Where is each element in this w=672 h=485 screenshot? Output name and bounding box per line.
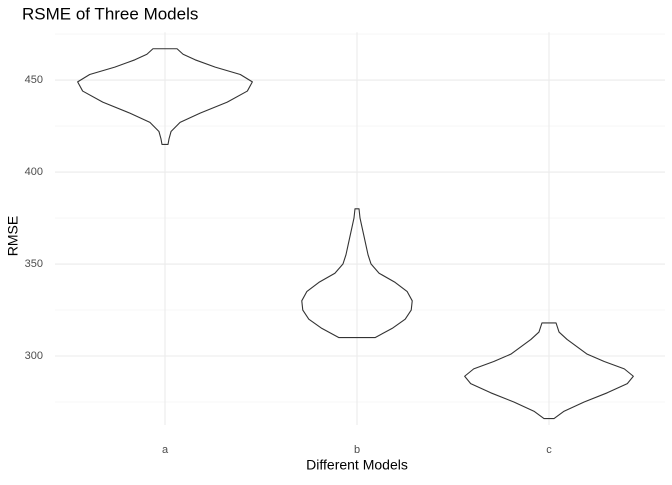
x-tick-label: c <box>546 444 552 456</box>
violin <box>464 322 634 420</box>
y-tick-label: 450 <box>25 74 43 86</box>
violin <box>301 208 413 339</box>
y-tick-label: 400 <box>25 166 43 178</box>
x-axis-label: Different Models <box>306 457 408 473</box>
x-tick-label: a <box>162 444 169 456</box>
y-tick-label: 300 <box>25 350 43 362</box>
y-axis-label: RMSE <box>5 216 21 256</box>
x-tick-label: b <box>354 444 360 456</box>
y-tick-label: 350 <box>25 258 43 270</box>
violin <box>77 48 253 145</box>
chart-title: RSME of Three Models <box>22 4 198 23</box>
